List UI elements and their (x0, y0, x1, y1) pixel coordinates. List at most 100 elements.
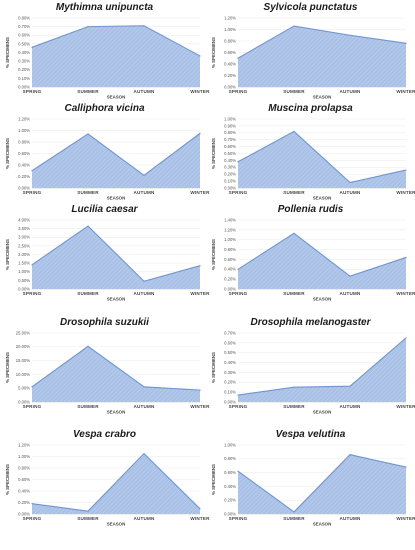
y-tick-label: 0.80% (18, 465, 30, 470)
y-tick-label: 0.00% (18, 399, 30, 404)
y-axis-label: % SPECIMENS (5, 352, 10, 383)
y-tick-label: 0.00% (224, 399, 236, 404)
x-tick-label: SUMMER (77, 516, 99, 521)
area-fill (238, 26, 406, 87)
data-point (405, 42, 407, 44)
x-tick-label: WINTER (396, 89, 415, 94)
data-point (349, 385, 351, 387)
data-point (143, 453, 145, 455)
x-tick-label: AUTUMN (339, 89, 361, 94)
y-tick-label: 0.70% (224, 330, 236, 335)
data-point (199, 508, 201, 510)
data-point (87, 510, 89, 512)
y-tick-label: 3.00% (18, 235, 30, 240)
x-tick-label: AUTUMN (133, 190, 155, 195)
x-tick-label: AUTUMN (339, 516, 361, 521)
x-tick-label: AUTUMN (133, 291, 155, 296)
y-tick-label: 0.00% (18, 511, 30, 516)
data-point (87, 345, 89, 347)
data-point (405, 256, 407, 259)
y-tick-label: 5.00% (18, 386, 30, 391)
chart-title: Vespa velutina (275, 429, 346, 440)
x-tick-label: WINTER (190, 291, 210, 296)
data-point (349, 454, 351, 456)
x-axis-label: SEASON (313, 95, 332, 100)
x-axis-label: SEASON (313, 297, 332, 302)
x-tick-label: SPRING (229, 89, 248, 94)
x-axis-label: SEASON (107, 522, 126, 527)
area-chart: 0.00% 0.50% 1.00% 1.50% 2.00% 2.50% 3.00% 3.50%… (5, 217, 210, 301)
area-fill (238, 233, 406, 289)
y-tick-label: 1.20% (224, 227, 236, 232)
x-axis-label: SEASON (107, 410, 126, 415)
x-tick-label: WINTER (190, 404, 210, 409)
y-tick-label: 1.00% (18, 128, 30, 133)
x-tick-label: SUMMER (283, 516, 305, 521)
series-line (237, 454, 407, 513)
area-chart: 0.00% 0.20% 0.40% 0.60% 0.80% 1.00% 1.20% SPRIN… (211, 15, 415, 100)
y-tick-label: 2.00% (18, 252, 30, 257)
y-axis-label: % SPECIMENS (211, 37, 216, 68)
y-tick-label: 0.60% (224, 257, 236, 262)
y-tick-label: 0.20% (224, 277, 236, 282)
data-point (143, 25, 145, 27)
y-tick-label: 0.20% (224, 73, 236, 78)
x-tick-label: SPRING (229, 516, 248, 521)
y-tick-label: 0.80% (18, 139, 30, 144)
y-tick-label: 1.40% (224, 217, 236, 222)
y-tick-label: 0.60% (18, 33, 30, 38)
y-axis-label: % SPECIMENS (211, 138, 216, 169)
chart-panel: Vespa velutina 0.00% 0.20% 0.40% 0.60% 0.80% 1… (208, 427, 415, 537)
y-tick-label: 0.90% (224, 123, 236, 128)
data-point (199, 132, 201, 134)
data-point (199, 265, 201, 267)
x-tick-label: AUTUMN (133, 89, 155, 94)
y-tick-label: 0.70% (18, 24, 30, 29)
data-point (31, 170, 33, 172)
chart-panel: Pollenia rudis 0.00% 0.20% 0.40% 0.60% 0.80% 1… (208, 202, 415, 312)
y-tick-label: 0.20% (224, 380, 236, 385)
data-point (405, 466, 407, 468)
area-chart: 0.00% 0.20% 0.40% 0.60% 0.80% 1.00% 1.20% 1.40%… (211, 217, 415, 302)
y-tick-label: 3.50% (18, 226, 30, 231)
y-tick-label: 1.00% (224, 237, 236, 242)
chart-panel: Sylvicola punctatus 0.00% 0.20% 0.40% 0.60% 0… (208, 0, 415, 110)
y-tick-label: 25.00% (16, 330, 30, 335)
y-tick-label: 0.80% (224, 456, 236, 461)
data-point (199, 55, 201, 57)
y-tick-label: 0.40% (18, 488, 30, 493)
x-tick-label: WINTER (190, 89, 210, 94)
y-tick-label: 0.00% (224, 286, 236, 291)
y-tick-label: 0.40% (224, 61, 236, 66)
area-chart: 0.00% 0.10% 0.20% 0.30% 0.40% 0.50% 0.60% 0.70%… (211, 330, 415, 415)
data-point (31, 46, 33, 48)
x-tick-label: WINTER (396, 190, 415, 195)
y-tick-label: 0.20% (18, 67, 30, 72)
chart-panel: Calliphora vicina 0.00% 0.20% 0.40% 0.60% 0.8… (2, 101, 210, 211)
y-tick-label: 2.50% (18, 243, 30, 248)
y-tick-label: 1.00% (224, 116, 236, 121)
y-tick-label: 0.30% (224, 165, 236, 170)
x-axis-label: SEASON (313, 410, 332, 415)
data-point (405, 337, 407, 339)
x-tick-label: WINTER (396, 516, 415, 521)
x-tick-label: SUMMER (77, 89, 99, 94)
x-tick-label: AUTUMN (339, 190, 361, 195)
y-tick-label: 4.00% (18, 217, 30, 222)
y-tick-label: 0.60% (18, 151, 30, 156)
x-axis-label: SEASON (107, 196, 126, 201)
area-fill (238, 131, 406, 188)
y-tick-label: 0.50% (224, 151, 236, 156)
y-tick-label: 0.20% (18, 174, 30, 179)
area-fill (32, 25, 200, 87)
y-tick-label: 0.50% (18, 41, 30, 46)
y-tick-label: 0.40% (224, 267, 236, 272)
area-chart: 0.00% 0.20% 0.40% 0.60% 0.80% 1.00% 1.20% SPRIN… (5, 442, 210, 527)
chart-title: Sylvicola punctatus (263, 2, 358, 13)
series-line (31, 345, 201, 391)
y-tick-label: 0.60% (224, 340, 236, 345)
data-point (349, 275, 351, 277)
y-axis-label: % SPECIMENS (5, 138, 10, 169)
x-tick-label: SPRING (229, 404, 248, 409)
area-fill (32, 133, 200, 188)
